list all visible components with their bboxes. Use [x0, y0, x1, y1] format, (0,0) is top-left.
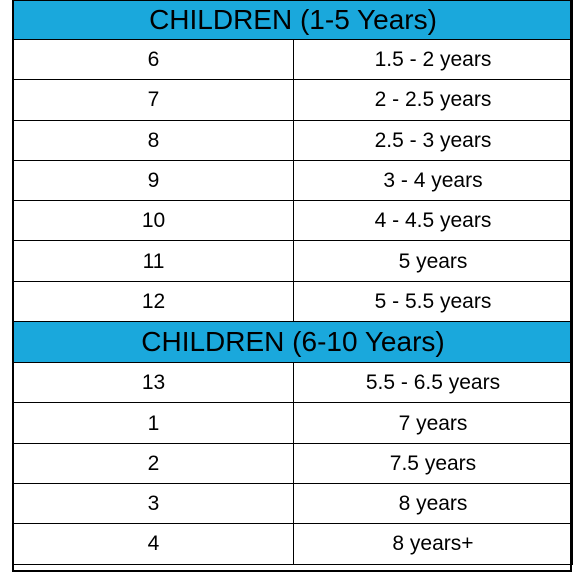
section-header-1-5-years: CHILDREN (1-5 Years) [13, 0, 573, 40]
size-cell: 11 [13, 240, 294, 282]
age-cell: 8 years+ [293, 523, 573, 565]
section-title: CHILDREN (1-5 Years) [13, 0, 573, 40]
size-cell: 8 [13, 119, 294, 161]
table-row: 3 8 years [13, 482, 573, 525]
age-cell: 2 - 2.5 years [293, 79, 573, 121]
age-cell: 7 years [293, 402, 573, 444]
age-cell: 5 years [293, 240, 573, 282]
table-row: 13 5.5 - 6.5 years [13, 362, 573, 404]
table-row: 12 5 - 5.5 years [13, 280, 573, 323]
size-cell: 9 [13, 159, 294, 202]
age-cell: 8 years [293, 482, 573, 525]
table-row: 4 8 years+ [13, 523, 573, 565]
age-cell: 7.5 years [293, 442, 573, 484]
age-cell: 4 - 4.5 years [293, 200, 573, 242]
age-cell: 1.5 - 2 years [293, 38, 573, 81]
table-row: 10 4 - 4.5 years [13, 200, 573, 242]
age-cell: 5.5 - 6.5 years [293, 362, 573, 404]
section-title: CHILDREN (6-10 Years) [13, 321, 573, 364]
size-cell: 2 [13, 442, 294, 484]
age-cell: 2.5 - 3 years [293, 119, 573, 161]
section-header-6-10-years: CHILDREN (6-10 Years) [13, 321, 573, 364]
table-row: 7 2 - 2.5 years [13, 79, 573, 121]
size-cell: 7 [13, 79, 294, 121]
table-row: 1 7 years [13, 402, 573, 444]
size-chart-table: CHILDREN (1-5 Years) 6 1.5 - 2 years 7 2… [13, 0, 573, 565]
table-row: 8 2.5 - 3 years [13, 119, 573, 161]
table-row: 11 5 years [13, 240, 573, 282]
size-cell: 13 [13, 362, 294, 404]
size-cell: 4 [13, 523, 294, 565]
table-row: 6 1.5 - 2 years [13, 38, 573, 81]
size-cell: 10 [13, 200, 294, 242]
table-row: 9 3 - 4 years [13, 159, 573, 202]
size-cell: 12 [13, 280, 294, 323]
size-cell: 1 [13, 402, 294, 444]
table-row: 2 7.5 years [13, 442, 573, 484]
age-cell: 5 - 5.5 years [293, 280, 573, 323]
age-cell: 3 - 4 years [293, 159, 573, 202]
size-cell: 3 [13, 482, 294, 525]
size-cell: 6 [13, 38, 294, 81]
